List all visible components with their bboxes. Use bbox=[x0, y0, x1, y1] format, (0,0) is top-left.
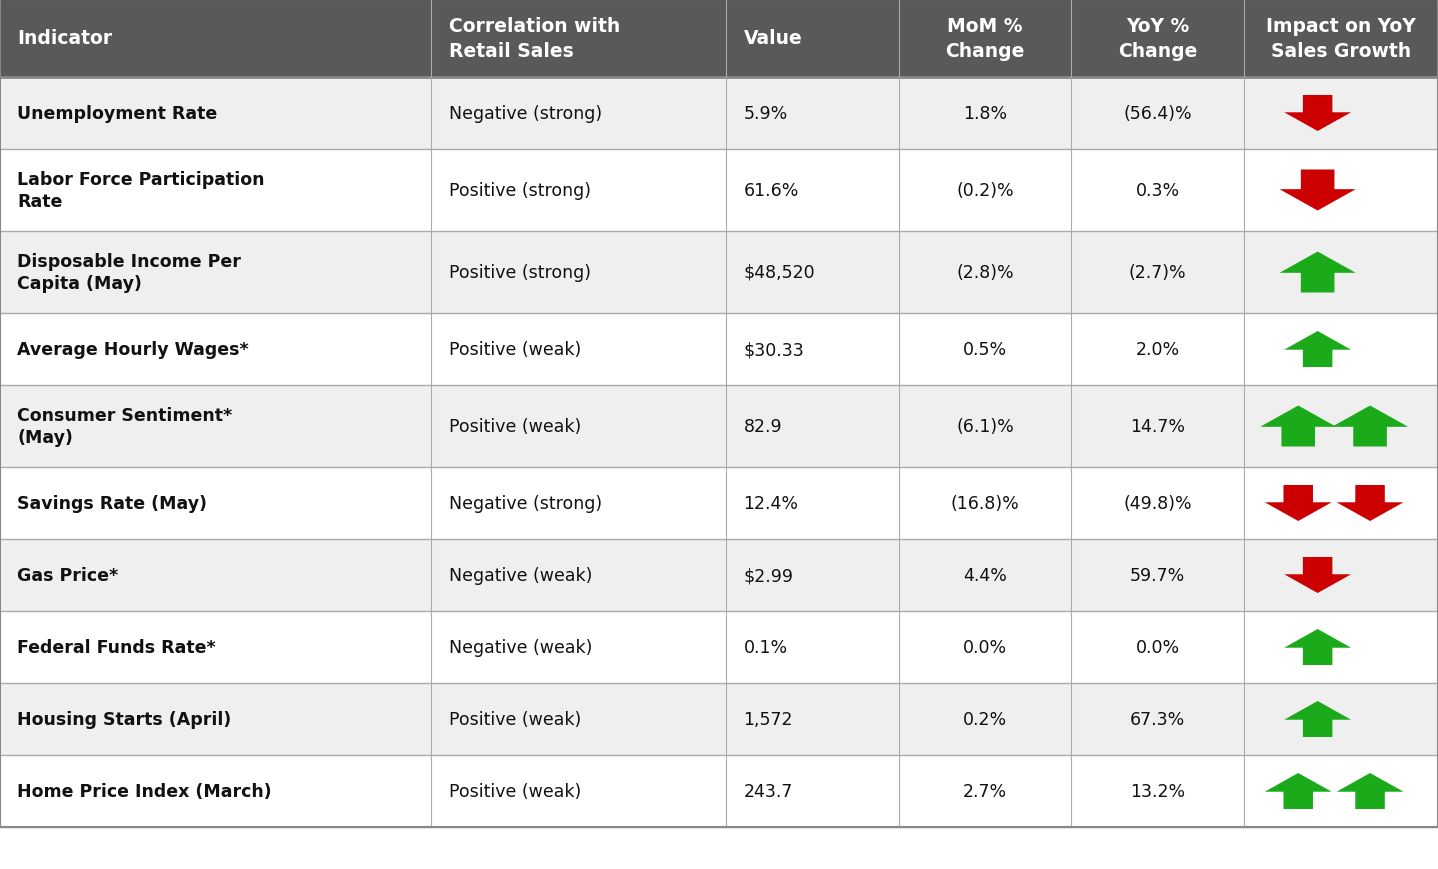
Text: Positive (weak): Positive (weak) bbox=[449, 417, 581, 435]
Text: 67.3%: 67.3% bbox=[1130, 710, 1185, 728]
Text: Average Hourly Wages*: Average Hourly Wages* bbox=[17, 341, 249, 359]
Text: (56.4)%: (56.4)% bbox=[1123, 105, 1192, 123]
Text: Home Price Index (March): Home Price Index (March) bbox=[17, 782, 272, 800]
Text: (2.7)%: (2.7)% bbox=[1129, 263, 1186, 282]
Text: 2.7%: 2.7% bbox=[963, 782, 1007, 800]
Text: (16.8)%: (16.8)% bbox=[951, 494, 1020, 513]
Text: Federal Funds Rate*: Federal Funds Rate* bbox=[17, 638, 216, 656]
Text: 1.8%: 1.8% bbox=[963, 105, 1007, 123]
Bar bbox=[0, 683, 1438, 755]
Text: MoM %
Change: MoM % Change bbox=[945, 17, 1025, 61]
Text: $30.33: $30.33 bbox=[743, 341, 804, 359]
Bar bbox=[0, 540, 1438, 611]
Text: $2.99: $2.99 bbox=[743, 567, 794, 584]
Text: 1,572: 1,572 bbox=[743, 710, 792, 728]
Bar bbox=[0, 149, 1438, 232]
Text: Consumer Sentiment*
(May): Consumer Sentiment* (May) bbox=[17, 407, 233, 447]
Text: (2.8)%: (2.8)% bbox=[956, 263, 1014, 282]
Bar bbox=[0, 755, 1438, 827]
Text: Negative (weak): Negative (weak) bbox=[449, 638, 592, 656]
Text: 0.0%: 0.0% bbox=[1136, 638, 1179, 656]
Text: Disposable Income Per
Capita (May): Disposable Income Per Capita (May) bbox=[17, 253, 242, 293]
Polygon shape bbox=[1265, 773, 1332, 809]
Bar bbox=[0, 314, 1438, 386]
Text: 14.7%: 14.7% bbox=[1130, 417, 1185, 435]
Bar bbox=[0, 611, 1438, 683]
Text: Positive (weak): Positive (weak) bbox=[449, 782, 581, 800]
Polygon shape bbox=[1280, 252, 1356, 293]
Text: 12.4%: 12.4% bbox=[743, 494, 798, 513]
Text: Savings Rate (May): Savings Rate (May) bbox=[17, 494, 207, 513]
Text: Positive (strong): Positive (strong) bbox=[449, 182, 591, 200]
Polygon shape bbox=[1260, 406, 1336, 447]
Text: Negative (strong): Negative (strong) bbox=[449, 105, 601, 123]
Text: 0.5%: 0.5% bbox=[963, 341, 1007, 359]
Polygon shape bbox=[1284, 332, 1352, 368]
Text: 0.0%: 0.0% bbox=[963, 638, 1007, 656]
Polygon shape bbox=[1284, 701, 1352, 737]
Text: YoY %
Change: YoY % Change bbox=[1117, 17, 1198, 61]
Text: (6.1)%: (6.1)% bbox=[956, 417, 1014, 435]
Text: Unemployment Rate: Unemployment Rate bbox=[17, 105, 217, 123]
Text: Positive (weak): Positive (weak) bbox=[449, 341, 581, 359]
Bar bbox=[0, 0, 1438, 78]
Text: Positive (weak): Positive (weak) bbox=[449, 710, 581, 728]
Bar bbox=[0, 827, 1438, 869]
Text: 243.7: 243.7 bbox=[743, 782, 792, 800]
Text: 0.3%: 0.3% bbox=[1136, 182, 1179, 200]
Text: Housing Starts (April): Housing Starts (April) bbox=[17, 710, 232, 728]
Text: 0.1%: 0.1% bbox=[743, 638, 788, 656]
Text: 2.0%: 2.0% bbox=[1136, 341, 1179, 359]
Polygon shape bbox=[1336, 773, 1403, 809]
Bar bbox=[0, 386, 1438, 468]
Text: 61.6%: 61.6% bbox=[743, 182, 800, 200]
Polygon shape bbox=[1284, 96, 1352, 132]
Polygon shape bbox=[1265, 486, 1332, 521]
Text: Value: Value bbox=[743, 30, 802, 49]
Polygon shape bbox=[1280, 170, 1356, 211]
Text: $48,520: $48,520 bbox=[743, 263, 815, 282]
Text: Gas Price*: Gas Price* bbox=[17, 567, 118, 584]
Text: 4.4%: 4.4% bbox=[963, 567, 1007, 584]
Text: (49.8)%: (49.8)% bbox=[1123, 494, 1192, 513]
Text: 82.9: 82.9 bbox=[743, 417, 782, 435]
Bar bbox=[0, 78, 1438, 149]
Polygon shape bbox=[1336, 486, 1403, 521]
Text: (0.2)%: (0.2)% bbox=[956, 182, 1014, 200]
Polygon shape bbox=[1284, 629, 1352, 666]
Text: Negative (strong): Negative (strong) bbox=[449, 494, 601, 513]
Polygon shape bbox=[1284, 557, 1352, 594]
Text: 59.7%: 59.7% bbox=[1130, 567, 1185, 584]
Text: Positive (strong): Positive (strong) bbox=[449, 263, 591, 282]
Text: Labor Force Participation
Rate: Labor Force Participation Rate bbox=[17, 170, 265, 211]
Text: 0.2%: 0.2% bbox=[963, 710, 1007, 728]
Text: Correlation with
Retail Sales: Correlation with Retail Sales bbox=[449, 17, 620, 61]
Polygon shape bbox=[1332, 406, 1408, 447]
Text: 5.9%: 5.9% bbox=[743, 105, 788, 123]
Bar bbox=[0, 232, 1438, 314]
Text: Impact on YoY
Sales Growth: Impact on YoY Sales Growth bbox=[1265, 17, 1416, 61]
Text: Indicator: Indicator bbox=[17, 30, 112, 49]
Bar bbox=[0, 468, 1438, 540]
Text: Negative (weak): Negative (weak) bbox=[449, 567, 592, 584]
Text: 13.2%: 13.2% bbox=[1130, 782, 1185, 800]
